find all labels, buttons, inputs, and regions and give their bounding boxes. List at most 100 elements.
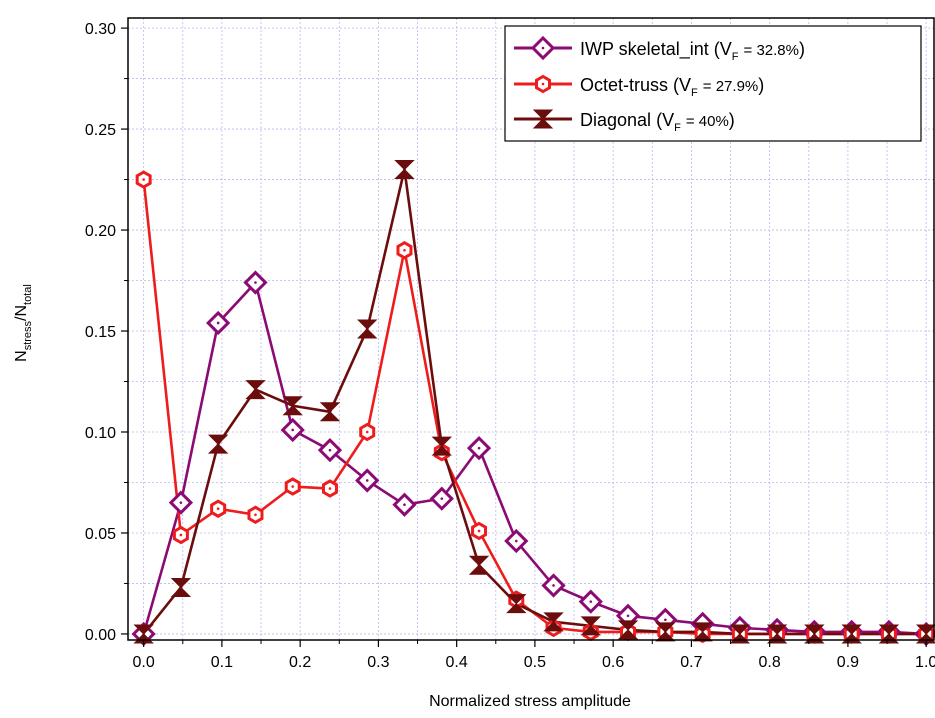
series-diagonal <box>142 168 927 636</box>
data-point-diagonal <box>282 396 303 416</box>
legend-marker-iwp <box>530 35 556 61</box>
legend-close-paren-octet: ) <box>758 75 764 95</box>
data-point-iwp-dot <box>552 584 555 587</box>
legend: IWP skeletal_int (VF = 32.8%) Octet-trus… <box>504 25 922 142</box>
data-point-iwp-dot <box>514 539 518 543</box>
x-tick-label: 0.3 <box>367 654 389 671</box>
legend-marker-diagonal <box>532 109 554 129</box>
y-axis-title-sub-total: total <box>22 284 34 305</box>
plot-frame <box>127 17 935 641</box>
data-point-iwp-dot <box>216 321 220 325</box>
y-axis-title: Nstress/Ntotal <box>13 284 34 362</box>
data-point-diagonal <box>766 624 788 644</box>
y-tick-label: 0.15 <box>85 324 116 341</box>
data-point-diagonal <box>394 159 415 179</box>
data-point-iwp-dot <box>179 501 183 504</box>
legend-vf-value-iwp: 32.8% <box>756 42 799 59</box>
legend-close-paren-iwp: ) <box>799 39 805 59</box>
data-point-iwp-dot <box>664 618 667 622</box>
legend-label-iwp: IWP skeletal_int (VF = 32.8%) <box>580 39 805 63</box>
data-point-diagonal <box>468 555 490 575</box>
x-tick-label: 0.0 <box>133 654 155 671</box>
data-point-diagonal <box>207 434 229 454</box>
y-axis-title-sub-stress: stress <box>22 320 34 350</box>
data-point-octet-dot <box>328 487 332 490</box>
data-point-iwp-dot <box>254 281 257 284</box>
legend-open-paren-diagonal: ( <box>651 110 662 130</box>
data-point-diagonal <box>915 624 935 644</box>
legend-entry-octet: Octet-truss (VF = 27.9%) <box>514 74 764 99</box>
data-point-iwp-dot <box>291 428 295 432</box>
data-point-iwp-dot <box>440 497 444 500</box>
data-point-diagonal <box>431 436 452 456</box>
legend-label-octet: Octet-truss (VF = 27.9%) <box>580 75 764 99</box>
data-point-diagonal <box>878 624 900 644</box>
data-point-diagonal <box>506 594 527 614</box>
x-tick-label: 0.9 <box>837 654 859 671</box>
data-point-octet-dot <box>291 485 295 488</box>
data-point-diagonal <box>580 616 601 636</box>
legend-vf-symbol-octet: V <box>679 75 691 95</box>
y-tick-label: 0.30 <box>85 21 116 38</box>
data-point-diagonal <box>133 624 154 644</box>
legend-name-iwp: IWP skeletal_int <box>580 39 709 60</box>
legend-marker-shape-iwp-dot <box>541 46 545 50</box>
legend-label-diagonal: Diagonal (VF = 40%) <box>580 110 735 134</box>
legend-name-octet: Octet-truss <box>580 75 668 95</box>
y-axis-title-n: N <box>13 350 30 362</box>
data-point-diagonal <box>319 402 341 422</box>
series-line-iwp <box>142 281 927 636</box>
legend-vf-eq-octet: = <box>703 78 712 95</box>
data-point-diagonal <box>692 622 713 642</box>
y-tick-label: 0.00 <box>85 627 116 644</box>
legend-marker-shape-diagonal <box>532 109 554 129</box>
x-tick-label: 1.0 <box>915 654 935 671</box>
x-tick-label: 0.7 <box>680 654 702 671</box>
legend-vf-value-octet: 27.9% <box>716 78 759 95</box>
legend-vf-eq-diagonal: = <box>686 113 695 130</box>
x-tick-label: 0.8 <box>759 654 781 671</box>
data-point-octet-dot <box>142 178 145 181</box>
data-point-iwp-dot <box>365 479 369 482</box>
legend-vf-value-diagonal: 40% <box>699 113 729 130</box>
data-point-iwp-dot <box>626 614 630 618</box>
data-point-octet-dot <box>365 430 369 434</box>
y-axis-title-n2: N <box>13 305 30 317</box>
legend-close-paren-diagonal: ) <box>729 110 735 130</box>
data-point-diagonal <box>655 622 676 642</box>
legend-vf-symbol-iwp: V <box>720 39 732 59</box>
data-point-diagonal <box>245 380 266 400</box>
legend-entry-diagonal: Diagonal (VF = 40%) <box>514 109 735 134</box>
data-point-iwp-dot <box>477 446 481 450</box>
x-tick-label: 0.2 <box>289 654 311 671</box>
legend-open-paren-octet: ( <box>668 75 679 95</box>
series-layer <box>131 159 935 647</box>
data-point-diagonal <box>170 577 192 597</box>
legend-box <box>504 25 922 142</box>
legend-marker-octet <box>535 74 551 94</box>
x-tick-label: 0.4 <box>446 654 468 671</box>
data-point-iwp-dot <box>403 503 406 506</box>
y-tick-label: 0.10 <box>85 425 116 442</box>
legend-vf-sub-octet: F <box>691 87 698 99</box>
data-point-diagonal <box>543 612 564 632</box>
y-tick-label: 0.05 <box>85 526 116 543</box>
axes: 0.0 0.1 0.2 0.3 0.4 0.5 0.6 0.7 0.8 0.9 1.0 0.00 0.0… <box>85 21 935 671</box>
y-axis-title-slash: / <box>13 316 30 321</box>
legend-vf-sub-iwp: F <box>732 51 739 63</box>
x-tick-label: 0.5 <box>524 654 546 671</box>
x-tick-label: 0.1 <box>211 654 233 671</box>
data-point-diagonal <box>617 620 639 640</box>
data-point-octet-dot <box>403 248 406 252</box>
legend-vf-sub-diagonal: F <box>674 122 681 134</box>
data-point-octet-dot <box>477 529 481 533</box>
x-tick-label: 0.6 <box>602 654 624 671</box>
legend-entry-iwp: IWP skeletal_int (VF = 32.8%) <box>514 35 805 63</box>
data-point-octet-dot <box>179 533 183 537</box>
legend-open-paren-iwp: ( <box>709 39 720 59</box>
data-point-diagonal <box>804 624 825 644</box>
series-line-diagonal <box>142 168 927 636</box>
series-iwp <box>142 281 927 636</box>
y-tick-label: 0.25 <box>85 122 116 139</box>
legend-vf-eq-iwp: = <box>744 42 753 59</box>
